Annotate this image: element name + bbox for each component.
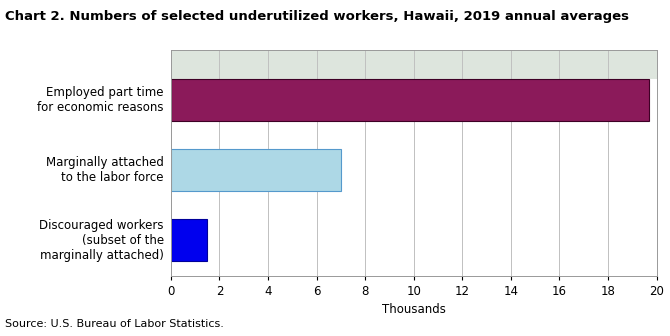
Text: Chart 2. Numbers of selected underutilized workers, Hawaii, 2019 annual averages: Chart 2. Numbers of selected underutiliz… [5,10,629,23]
Bar [171,219,207,261]
X-axis label: Thousands: Thousands [382,303,446,316]
Bar [171,79,649,121]
Text: Source: U.S. Bureau of Labor Statistics.: Source: U.S. Bureau of Labor Statistics. [5,319,224,329]
Bar [171,149,341,191]
Bar [171,50,657,79]
